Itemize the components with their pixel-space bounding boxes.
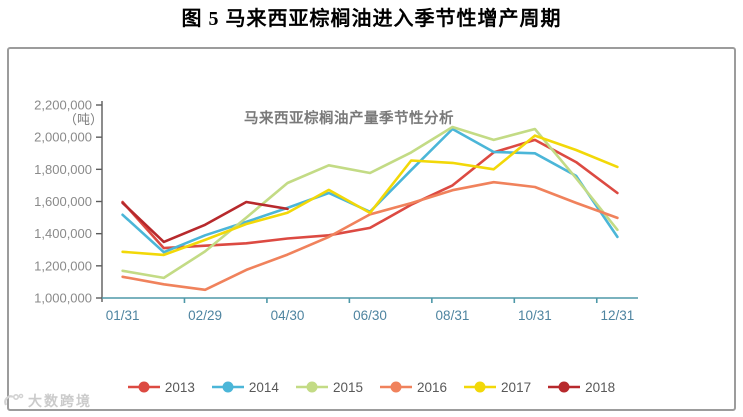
y-axis-unit-label: （吨） (64, 112, 104, 127)
legend-marker-icon (380, 381, 412, 393)
legend-marker-icon (464, 381, 497, 393)
legend-label: 2016 (417, 379, 448, 395)
y-tick-label: 1,200,000 (34, 258, 92, 273)
x-tick-label: 06/30 (353, 308, 387, 323)
legend: 2013 2014 2015 2016 2017 2018 (7, 374, 736, 400)
watermark-logo-icon (4, 393, 24, 406)
x-tick-label: 02/29 (188, 308, 222, 323)
watermark-text: 大数跨境 (28, 393, 92, 409)
legend-item-2016: 2016 (380, 380, 447, 395)
y-tick-label: 2,000,000 (34, 130, 92, 145)
y-tick-label: 1,400,000 (34, 226, 92, 241)
y-tick-label: 1,800,000 (34, 162, 92, 177)
legend-item-2018: 2018 (548, 380, 615, 395)
legend-label: 2013 (164, 379, 195, 395)
legend-item-2017: 2017 (464, 380, 531, 395)
chart-title: 马来西亚棕榈油产量季节性分析 (244, 111, 454, 127)
x-tick-label: 01/31 (106, 308, 140, 323)
page-title: 图 5 马来西亚棕榈油进入季节性增产周期 (181, 8, 562, 30)
legend-marker-icon (295, 381, 328, 393)
legend-label: 2014 (248, 379, 279, 395)
legend-marker-icon (211, 381, 244, 393)
x-tick-label: 08/31 (436, 308, 470, 323)
series-line-2016 (121, 180, 619, 292)
y-tick-label: 1,600,000 (34, 194, 92, 209)
series-line-2013 (121, 138, 619, 250)
legend-item-2014: 2014 (211, 379, 279, 395)
x-tick-label: 12/31 (600, 308, 634, 323)
legend-item-2015: 2015 (295, 379, 363, 395)
legend-marker-icon (548, 381, 581, 393)
x-tick-label: 04/30 (271, 308, 305, 323)
legend-label: 2018 (585, 379, 616, 395)
watermark: 大数跨境 (3, 390, 92, 412)
y-tick-label: 2,200,000 (34, 98, 92, 113)
legend-label: 2017 (501, 379, 532, 395)
series-line-2018 (121, 200, 289, 244)
y-tick-label: 1,000,000 (34, 291, 92, 306)
series-line-2015 (121, 125, 619, 280)
legend-marker-icon (127, 381, 160, 393)
x-tick-label: 10/31 (518, 308, 552, 323)
legend-item-2013: 2013 (127, 379, 195, 395)
chart-panel: （吨） 马来西亚棕榈油产量季节性分析 (7, 47, 736, 411)
legend-label: 2015 (332, 379, 363, 395)
series-line-2017 (121, 134, 619, 257)
